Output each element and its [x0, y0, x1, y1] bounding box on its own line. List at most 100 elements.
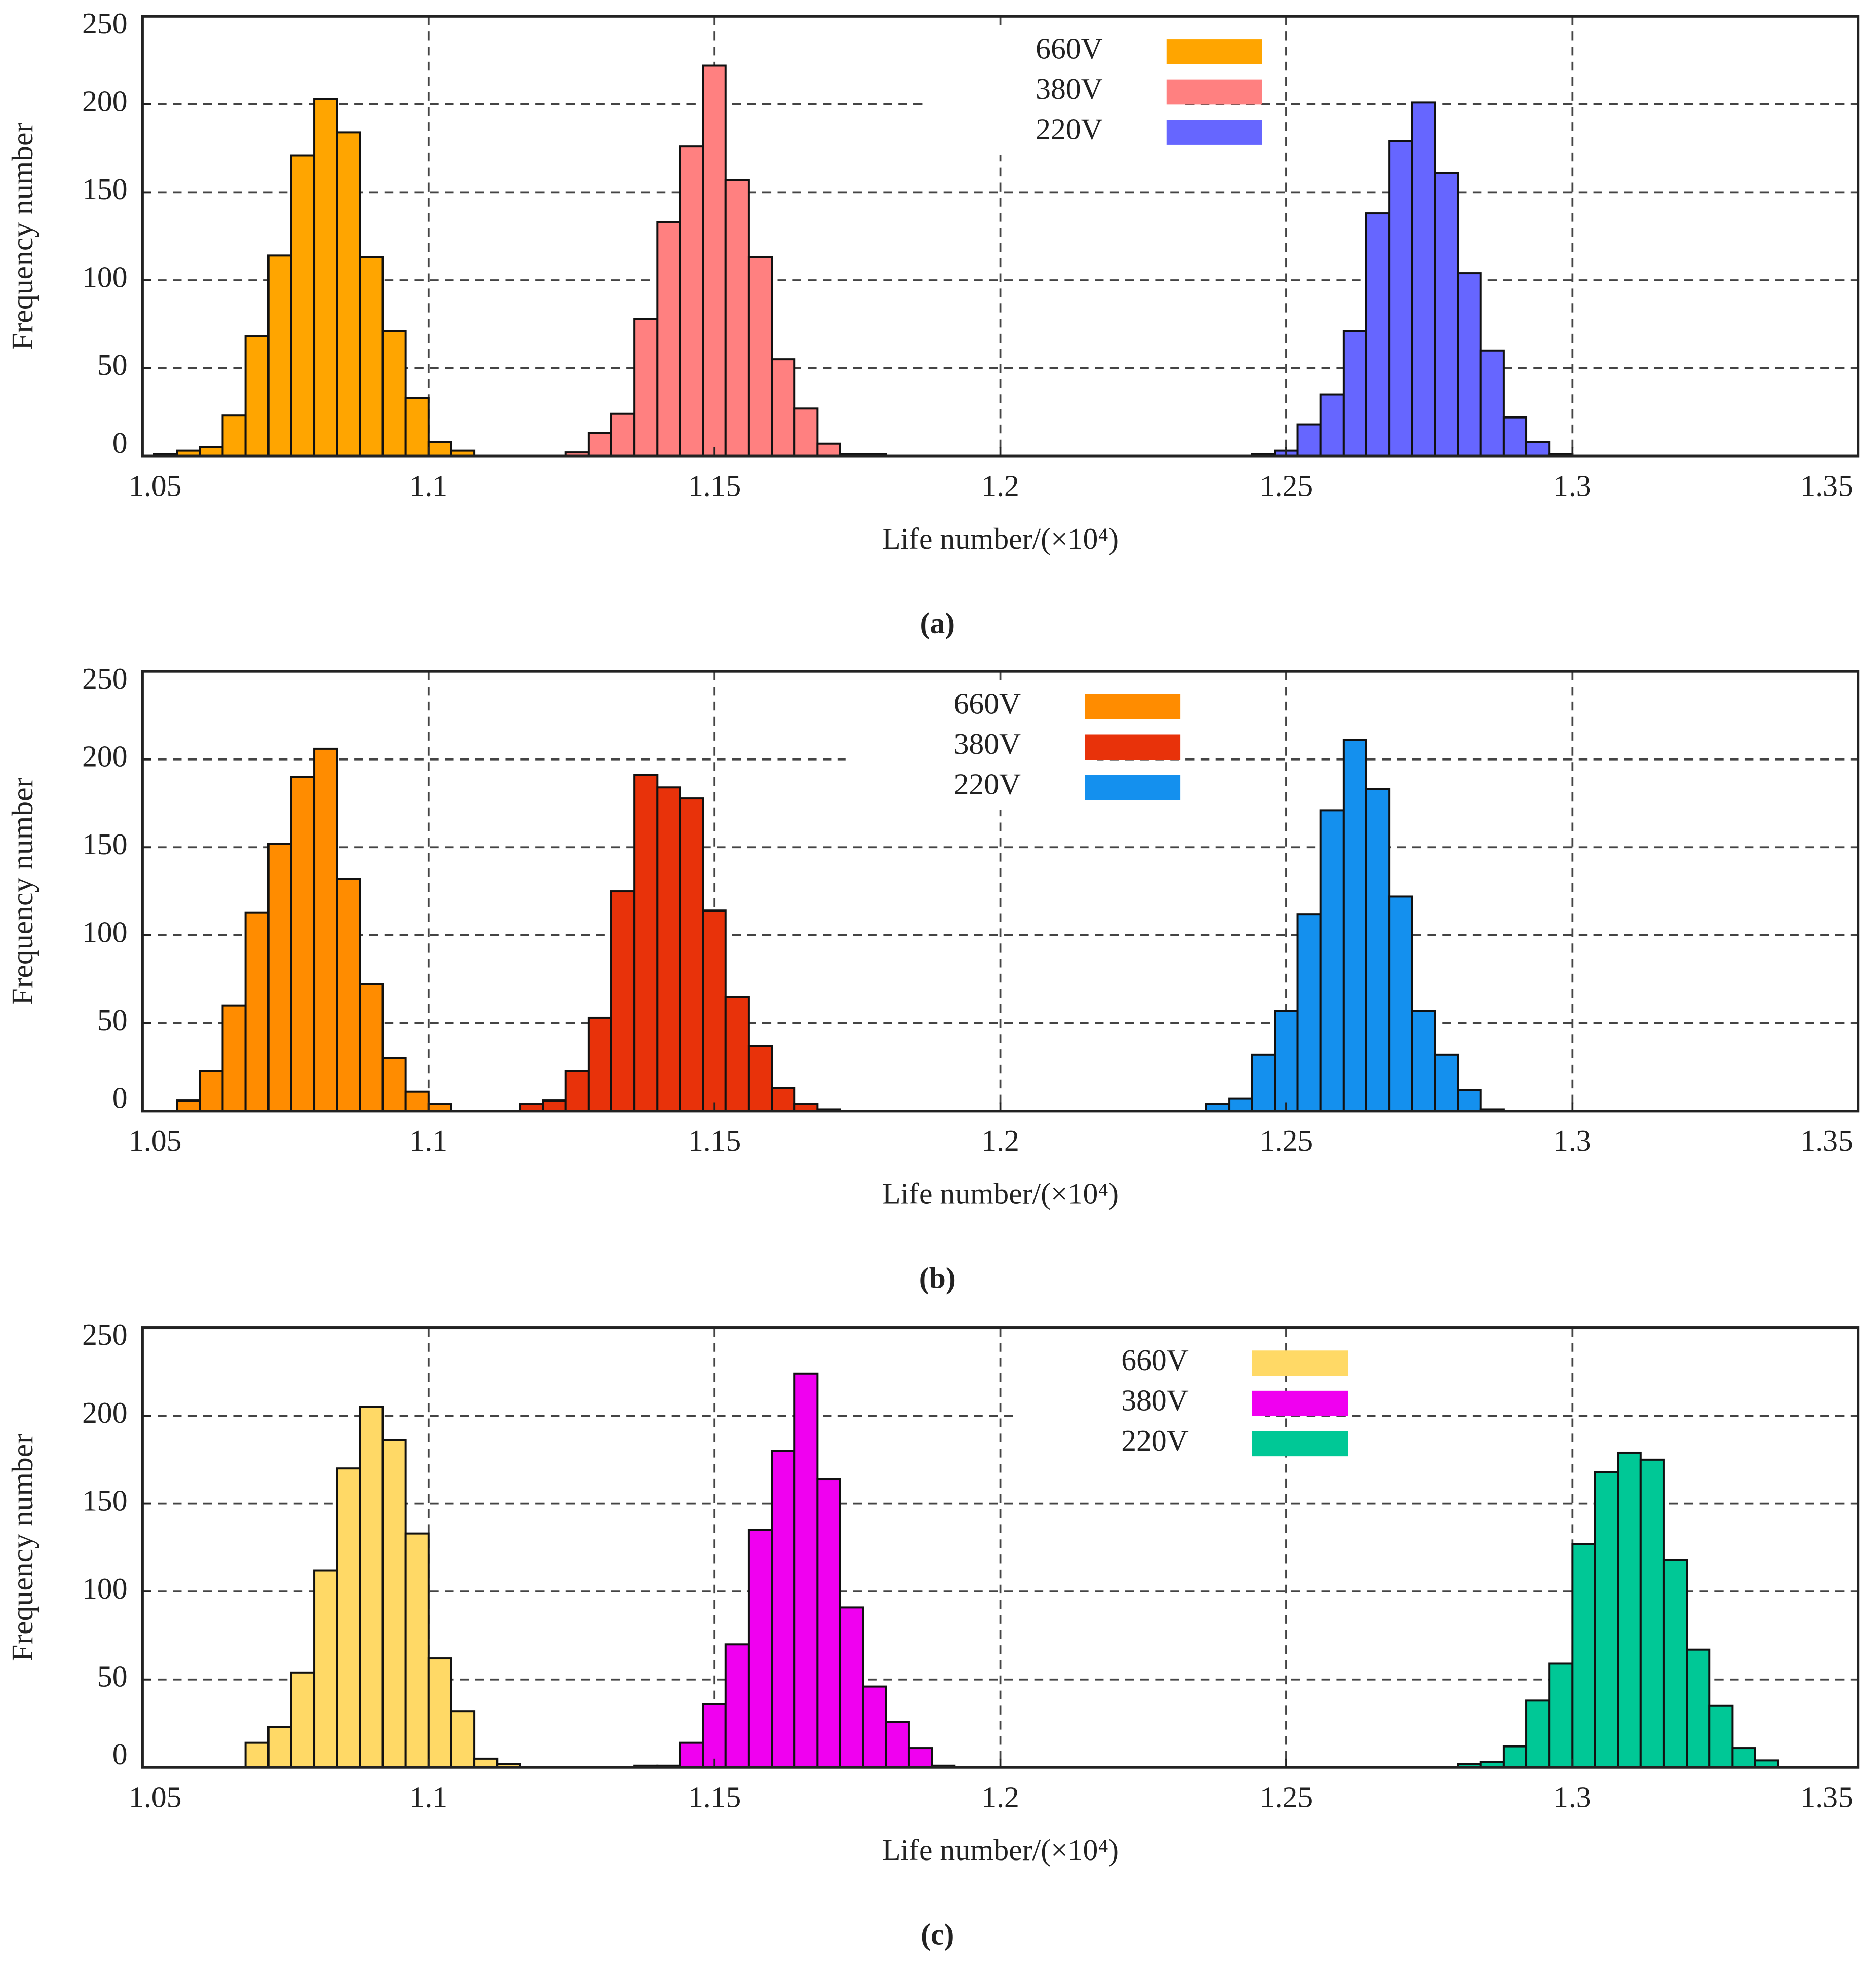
y-tick-label: 50 — [97, 1003, 128, 1037]
caption: (b) — [919, 1261, 956, 1295]
bar — [1434, 172, 1459, 458]
bar — [1639, 1458, 1665, 1769]
bar — [1434, 1053, 1459, 1112]
bar — [679, 145, 704, 458]
y-axis-label: Frequency number — [6, 1434, 39, 1661]
bar — [633, 318, 659, 458]
x-tick-label: 1.05 — [129, 1780, 181, 1814]
bar — [1731, 1747, 1756, 1769]
bar — [1365, 788, 1391, 1112]
bar — [610, 412, 636, 458]
bar — [1411, 101, 1436, 458]
bar — [1525, 441, 1551, 458]
bar — [1525, 1699, 1551, 1769]
y-tick-label: 150 — [82, 827, 127, 861]
x-tick-label: 1.3 — [1553, 469, 1591, 502]
x-tick-label: 1.3 — [1553, 1124, 1591, 1157]
bar — [267, 1726, 292, 1769]
bar — [244, 1741, 270, 1769]
y-tick-label: 200 — [82, 1396, 127, 1429]
bar — [907, 1747, 933, 1769]
bar — [1274, 1010, 1299, 1112]
bar — [1388, 140, 1413, 458]
panel: 660V 380V 220V 1.05 1.1 1.15 1.2 1.25 1.3 1.35 0 50… — [6, 1318, 1860, 1951]
bar — [793, 407, 819, 458]
bar — [771, 1087, 796, 1112]
legend-swatch — [1085, 775, 1181, 800]
bar — [1296, 423, 1322, 458]
bar — [587, 432, 612, 458]
caption: (a) — [920, 606, 955, 639]
x-axis-label: Life number/(×10⁴) — [882, 522, 1119, 555]
legend-box — [1013, 1340, 1265, 1467]
bar — [199, 1070, 224, 1112]
bar — [313, 747, 338, 1112]
bar — [1296, 913, 1322, 1112]
bar — [724, 996, 750, 1112]
bar — [359, 983, 384, 1112]
legend-label: 220V — [954, 768, 1021, 801]
x-tick-label: 1.2 — [981, 1780, 1019, 1814]
bar — [1228, 1097, 1253, 1112]
bar — [1342, 739, 1367, 1112]
x-tick-label: 1.35 — [1800, 1124, 1853, 1157]
legend-label: 380V — [1036, 72, 1103, 105]
bar — [290, 776, 316, 1112]
bar — [221, 1004, 247, 1112]
legend-box — [845, 684, 1098, 810]
legend-swatch — [1085, 694, 1181, 719]
bar — [1251, 1053, 1276, 1112]
bar — [679, 1741, 704, 1769]
panel: 660V 380V 220V 1.05 1.1 1.15 1.2 1.25 1.3 1.35 0 50… — [6, 7, 1860, 639]
bar — [1479, 349, 1505, 458]
legend-swatch — [1166, 39, 1262, 64]
y-tick-label: 200 — [82, 85, 127, 118]
legend-swatch — [1252, 1431, 1348, 1457]
bar — [1457, 1089, 1482, 1112]
bar — [610, 890, 636, 1112]
bar — [542, 1099, 567, 1112]
bar — [1502, 1745, 1528, 1769]
bar — [404, 1532, 430, 1769]
x-tick-label: 1.15 — [688, 1124, 741, 1157]
x-tick-label: 1.35 — [1800, 1780, 1853, 1814]
x-tick-label: 1.25 — [1260, 469, 1313, 502]
legend-swatch — [1166, 79, 1262, 105]
bar — [290, 1671, 316, 1769]
y-tick-label: 50 — [97, 348, 128, 382]
bar — [473, 1757, 499, 1769]
panel: 660V 380V 220V 1.05 1.1 1.15 1.2 1.25 1.3 1.35 0 50… — [6, 662, 1860, 1295]
bar — [747, 1045, 773, 1112]
y-tick-label: 150 — [82, 1484, 127, 1517]
bar — [771, 358, 796, 458]
bar — [747, 1529, 773, 1769]
bar — [290, 154, 316, 458]
caption: (c) — [921, 1918, 954, 1951]
legend-label: 660V — [1121, 1343, 1189, 1377]
bar — [839, 1606, 864, 1769]
y-tick-label: 250 — [82, 1318, 127, 1351]
legend-label: 380V — [1121, 1383, 1189, 1417]
bar — [336, 1467, 361, 1769]
bar — [404, 1090, 430, 1112]
bar — [793, 1372, 819, 1769]
legend-label: 380V — [954, 727, 1021, 761]
legend-swatch — [1085, 734, 1181, 760]
bar — [702, 909, 727, 1112]
bar — [1411, 1010, 1436, 1112]
bar — [381, 330, 407, 458]
legend-label: 220V — [1036, 112, 1103, 146]
bar — [1571, 1543, 1596, 1769]
x-tick-label: 1.2 — [981, 1124, 1019, 1157]
x-tick-label: 1.35 — [1800, 469, 1853, 502]
bar — [1548, 1662, 1574, 1769]
bar — [564, 1070, 590, 1112]
bar — [1708, 1704, 1734, 1769]
bar — [816, 442, 841, 458]
x-tick-label: 1.25 — [1260, 1124, 1313, 1157]
bar — [771, 1450, 796, 1769]
bar — [724, 179, 750, 458]
legend-swatch — [1252, 1350, 1348, 1376]
bar — [1502, 416, 1528, 458]
x-tick-label: 1.15 — [688, 469, 741, 502]
